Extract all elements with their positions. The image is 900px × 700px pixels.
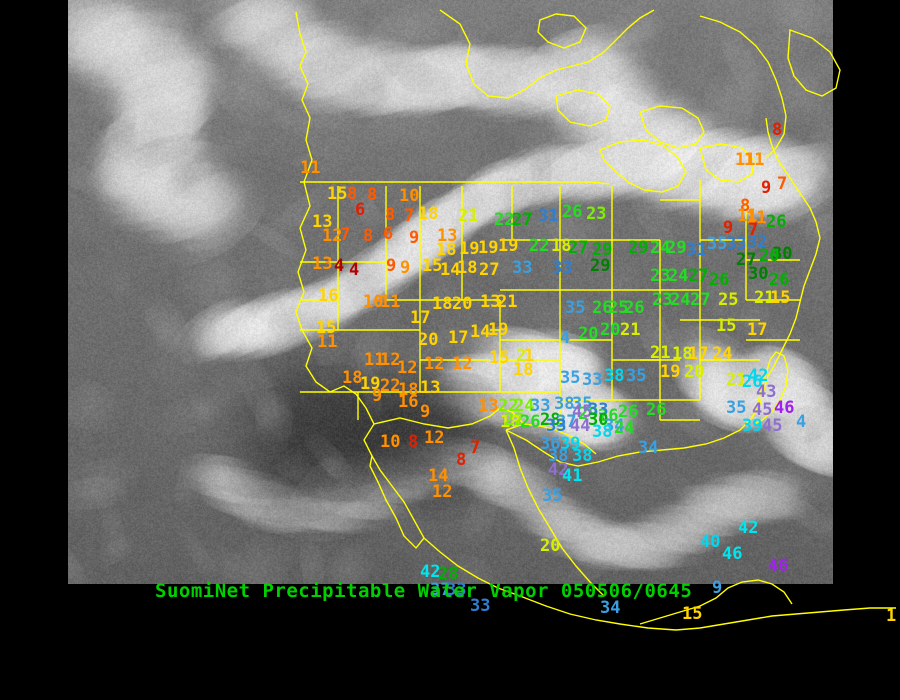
- colorbar-swatch: [10, 501, 27, 518]
- colorbar-tick-label: 9: [31, 566, 41, 585]
- colorbar-swatch: [10, 453, 27, 470]
- colorbar-tick-label: 48: [31, 316, 50, 334]
- colorbar-swatch: [10, 517, 27, 534]
- pwv-station-value: 34: [600, 598, 621, 618]
- colorbar-tick-label: 18: [31, 509, 50, 527]
- colorbar-tick-label: 3: [31, 605, 41, 624]
- colorbar-tick-labels: 48 45 42 39 36 33 30 27 24 21 18 15 12 9 6 3: [31, 316, 67, 623]
- colorbar-swatch: [10, 437, 27, 454]
- colorbar-swatch: [10, 469, 27, 486]
- colorbar-tick-label: 39: [31, 373, 50, 392]
- satellite-image-scene: [68, 0, 833, 584]
- colorbar-swatch: [10, 581, 27, 598]
- colorbar-swatch: [10, 389, 27, 406]
- colorbar-gradient-strip: [9, 324, 28, 615]
- colorbar-tick-label: 33: [31, 412, 50, 431]
- pwv-station-value: 15: [682, 604, 703, 624]
- colorbar-swatch: [10, 533, 27, 550]
- colorbar-swatch: [10, 325, 27, 342]
- pwv-colorbar-legend: PWV mm 48 45 42 39 36 33 30 27 24 21 18 15 12 9 6 3: [0, 292, 68, 632]
- colorbar-tick-label: 45: [31, 335, 50, 354]
- colorbar-swatch: [10, 549, 27, 566]
- colorbar-swatch: [10, 421, 27, 438]
- colorbar-swatch: [10, 565, 27, 582]
- infrared-cloud-imagery: [68, 0, 833, 584]
- colorbar-tick-label: 21: [31, 489, 50, 508]
- colorbar-tick-label: 6: [31, 586, 41, 605]
- colorbar-tick-label: 42: [31, 354, 50, 373]
- product-title: SuomiNet Precipitable Water Vapor 050506…: [155, 580, 693, 602]
- colorbar-swatch: [10, 373, 27, 390]
- ir-cloud-canvas: [68, 0, 833, 584]
- colorbar-tick-label: 24: [31, 470, 50, 489]
- colorbar-swatch: [10, 405, 27, 422]
- colorbar-tick-label: 27: [31, 451, 50, 470]
- colorbar-tick-label: 30: [31, 431, 50, 450]
- colorbar-swatch: [10, 341, 27, 358]
- colorbar-tick-label: 15: [31, 528, 50, 547]
- colorbar-swatch: [10, 597, 27, 614]
- colorbar-swatch: [10, 357, 27, 374]
- colorbar-tick-label: 36: [31, 393, 50, 412]
- colorbar-swatch: [10, 485, 27, 502]
- pwv-station-value: 1: [886, 606, 897, 626]
- colorbar-tick-label: 12: [31, 547, 50, 566]
